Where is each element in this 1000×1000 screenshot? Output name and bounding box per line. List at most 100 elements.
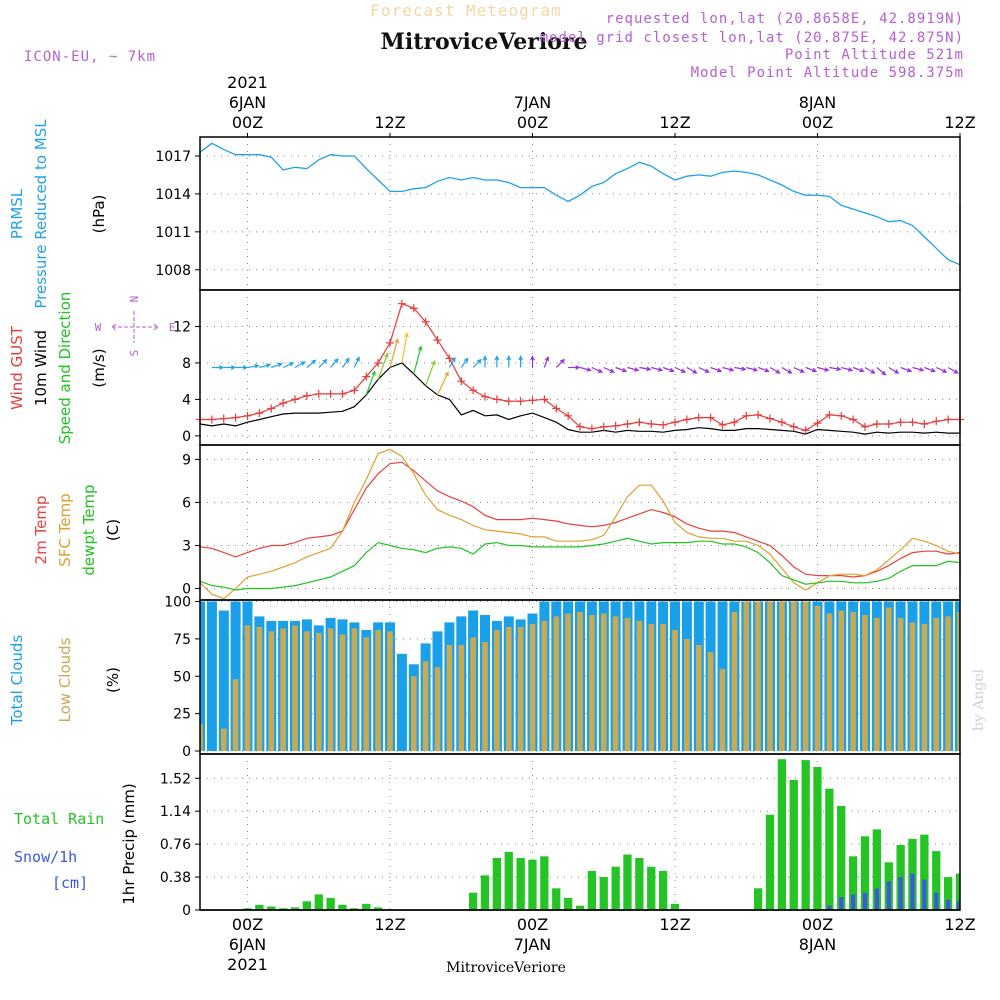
- low-clouds-bar: [921, 623, 928, 751]
- wind-arrow-shaft: [781, 366, 792, 374]
- low-clouds-bar: [541, 620, 548, 751]
- wind-arrow-head: [799, 368, 805, 373]
- low-clouds-bar: [411, 676, 417, 752]
- low-clouds-bar: [232, 679, 239, 751]
- wind-arrow-shaft: [342, 358, 350, 368]
- y-axis-label: PRMSL: [8, 188, 26, 239]
- snow-bar: [839, 897, 844, 910]
- gust-marker: [445, 354, 454, 363]
- y-axis-label: 1hr Precip (mm): [120, 783, 138, 904]
- gust-marker: [813, 419, 822, 428]
- rain-bar: [765, 814, 775, 910]
- bottom-time-label: 2021: [227, 955, 268, 974]
- rain-bar: [504, 851, 513, 910]
- y-tick-label: 3: [182, 538, 191, 554]
- low-clouds-bar: [268, 631, 275, 751]
- wind-arrow-shaft: [757, 366, 769, 372]
- wind-arrow-head: [634, 367, 640, 372]
- gust-marker: [718, 420, 727, 429]
- top-title: Forecast Meteogram: [370, 1, 561, 20]
- wind-arrow-head: [669, 367, 675, 373]
- wind-arrow-shaft: [639, 366, 651, 370]
- wind-arrow-head: [476, 358, 482, 364]
- low-clouds-bar: [577, 612, 583, 751]
- rain-bar: [326, 897, 335, 910]
- y-axis-label: (C): [104, 519, 122, 541]
- low-clouds-bar: [494, 629, 500, 751]
- snow-bar: [922, 879, 927, 910]
- gust-marker: [516, 397, 525, 406]
- wind-arrow-head: [431, 359, 436, 366]
- low-clouds-bar: [200, 724, 203, 751]
- gust-marker: [766, 414, 774, 423]
- low-clouds-bar: [292, 625, 298, 751]
- wind-arrow-head: [692, 369, 698, 374]
- bottom-time-label: 6JAN: [229, 935, 267, 954]
- low-clouds-bar: [696, 644, 702, 752]
- low-clouds-bar: [862, 615, 868, 752]
- wind-arrow-head: [417, 345, 423, 351]
- wind-arrow-head: [300, 361, 306, 366]
- rain-bar: [837, 806, 846, 910]
- gust-marker: [742, 411, 751, 420]
- wind-arrow-shaft: [912, 366, 924, 371]
- wind-arrow-head: [345, 357, 350, 363]
- y-tick-label: 8: [182, 356, 191, 372]
- top-time-label: 00Z: [802, 113, 833, 132]
- low-clouds-bar: [660, 623, 666, 751]
- low-clouds-bar: [434, 667, 441, 751]
- low-clouds-bar: [779, 601, 785, 751]
- precip-side-label: [cm]: [52, 874, 88, 892]
- gust-marker: [647, 420, 656, 429]
- low-clouds-bar: [553, 616, 560, 751]
- snow-bar: [956, 901, 959, 910]
- y-tick-label: 12: [173, 319, 191, 335]
- gust-marker: [540, 395, 549, 404]
- y-axis-label: (%): [104, 667, 122, 693]
- y-axis-label: Speed and Direction: [56, 292, 74, 445]
- gust-marker: [932, 417, 941, 426]
- gust-marker: [552, 404, 561, 413]
- gust-marker: [682, 415, 691, 424]
- wind-arrow-shaft: [627, 366, 639, 371]
- gust-marker: [801, 426, 810, 435]
- wind-arrow-shaft: [330, 358, 339, 368]
- panel-frame: [199, 136, 961, 291]
- rain-bar: [492, 858, 501, 910]
- gust-marker: [944, 415, 953, 424]
- wind-arrow-head: [919, 367, 925, 372]
- y-tick-label: 0: [182, 582, 191, 598]
- y-axis-label: Total Clouds: [8, 635, 26, 727]
- low-clouds-bar: [826, 613, 833, 752]
- wind-arrow-head: [870, 369, 876, 374]
- wind-arrow-shaft: [579, 366, 591, 371]
- wind-arrow-head: [621, 367, 628, 373]
- rain-bar: [659, 871, 668, 910]
- gust-marker: [279, 399, 288, 408]
- wind-arrow-shaft: [662, 366, 674, 372]
- y-tick-label: 6: [182, 495, 191, 511]
- gust-marker: [314, 389, 323, 398]
- wind-arrow-shaft: [377, 353, 389, 380]
- y-tick-label: 4: [182, 392, 191, 408]
- low-clouds-bar: [672, 629, 678, 751]
- gust-marker: [587, 424, 596, 433]
- low-clouds-bar: [316, 632, 322, 751]
- wind-arrow-head: [836, 366, 842, 372]
- gust-marker: [433, 336, 442, 345]
- compass-south: S: [128, 350, 141, 357]
- wind-arrow-shaft: [841, 366, 853, 371]
- gust-marker: [219, 414, 228, 423]
- wind-arrow-head: [881, 370, 887, 376]
- rain-bar: [932, 851, 941, 910]
- wind-arrow-shaft: [282, 362, 294, 369]
- bottom-time-label: 12Z: [374, 915, 405, 934]
- wind-arrow-shaft: [769, 366, 780, 374]
- gust-marker: [492, 395, 501, 404]
- wind-arrow-shaft: [353, 357, 360, 368]
- gust-marker: [872, 420, 881, 429]
- rain-bar: [290, 907, 300, 910]
- y-axis-label: dewpt Temp: [80, 484, 98, 575]
- snow-bar: [910, 873, 915, 910]
